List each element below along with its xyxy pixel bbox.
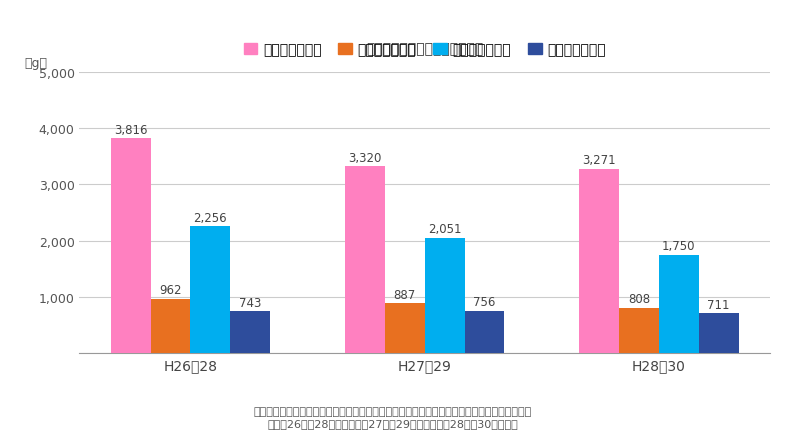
Bar [151, 299, 191, 353]
Text: 2,051: 2,051 [428, 223, 462, 236]
Bar [619, 308, 659, 353]
Text: 2,256: 2,256 [194, 211, 227, 224]
Text: 756: 756 [473, 295, 495, 308]
Text: 3,320: 3,320 [349, 151, 382, 164]
Bar [345, 167, 385, 353]
Text: 3,271: 3,271 [582, 154, 616, 167]
Bar [659, 255, 699, 353]
Bar [579, 169, 619, 353]
Bar [111, 139, 151, 353]
Text: 808: 808 [628, 292, 650, 305]
Text: 887: 887 [393, 288, 416, 301]
Bar [385, 304, 425, 353]
Text: 3,816: 3,816 [114, 123, 148, 136]
Text: 711: 711 [707, 298, 730, 311]
Text: 出典：総務省家計調査（二人以上世帯）品目別都道府県庁所在地及び政令指定都市ランキング
（平成26年～28年平均、平成27年～29年平均、平成28年～30年平均）: 出典：総務省家計調査（二人以上世帯）品目別都道府県庁所在地及び政令指定都市ランキ… [254, 406, 531, 428]
Legend: かれい（鳥取）, かれい（全国）, いわし（鳥取）, いわし（全国）: かれい（鳥取）, かれい（全国）, いわし（鳥取）, いわし（全国） [243, 43, 606, 57]
Text: （g）: （g） [24, 57, 47, 70]
Bar [230, 311, 270, 353]
Text: 1,750: 1,750 [662, 240, 696, 252]
Bar [191, 227, 230, 353]
Bar [699, 313, 739, 353]
Bar [425, 238, 465, 353]
Bar [465, 311, 504, 353]
Text: 962: 962 [159, 284, 182, 297]
Title: かれい・いわしの年間購入数量: かれい・いわしの年間購入数量 [366, 42, 484, 56]
Text: 743: 743 [239, 296, 261, 309]
